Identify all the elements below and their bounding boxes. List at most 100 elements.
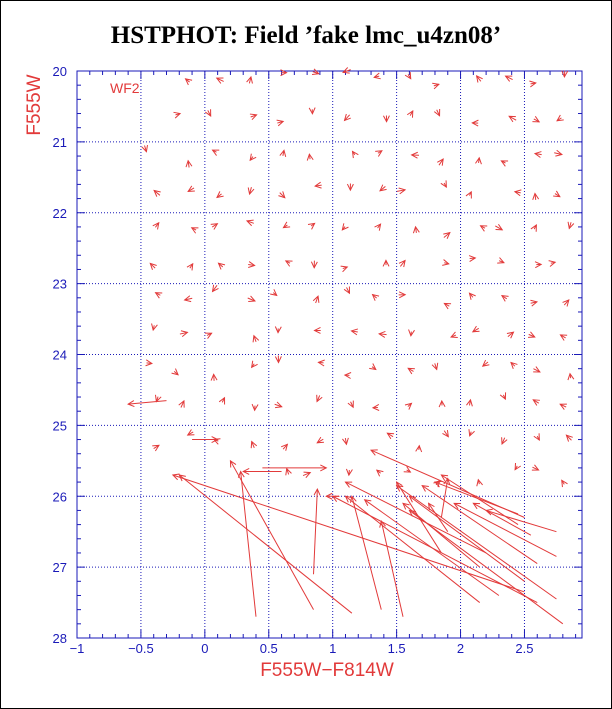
vector-head bbox=[171, 473, 180, 481]
vector-head bbox=[437, 158, 444, 166]
vector-shaft bbox=[508, 115, 517, 121]
vector-head bbox=[421, 484, 429, 492]
vector-head bbox=[280, 443, 289, 451]
vector-head bbox=[453, 502, 461, 510]
vector-head bbox=[398, 187, 407, 195]
vector-head bbox=[316, 394, 323, 403]
vector-head bbox=[374, 223, 382, 231]
vector-mark bbox=[404, 402, 413, 410]
vector-mark-long bbox=[229, 459, 314, 610]
vector-mark-long bbox=[408, 495, 525, 582]
vector-mark bbox=[306, 153, 314, 161]
vector-mark bbox=[216, 191, 224, 199]
vector-head bbox=[500, 294, 509, 302]
vector-mark bbox=[533, 433, 540, 441]
vector-marks bbox=[127, 67, 575, 625]
vector-head bbox=[154, 394, 162, 403]
vector-mark bbox=[154, 394, 162, 403]
vector-mark bbox=[248, 261, 256, 268]
vector-shaft bbox=[409, 495, 525, 582]
y-tick-label: 25 bbox=[53, 418, 67, 433]
x-tick-label: −0.5 bbox=[128, 641, 154, 656]
vector-head bbox=[371, 293, 380, 301]
vector-head bbox=[275, 401, 283, 409]
vector-head bbox=[378, 330, 386, 338]
vector-mark bbox=[190, 227, 199, 234]
vector-head bbox=[173, 111, 182, 119]
vector-head bbox=[471, 325, 480, 333]
vector-shaft bbox=[379, 186, 386, 192]
vector-mark bbox=[186, 262, 194, 271]
vector-mark bbox=[152, 221, 160, 230]
vector-mark-long bbox=[379, 519, 404, 617]
vector-head bbox=[396, 481, 403, 489]
vector-head bbox=[443, 231, 451, 239]
vector-mark-long bbox=[453, 502, 557, 557]
vector-head bbox=[178, 399, 185, 408]
vector-head bbox=[210, 223, 219, 230]
vector-mark bbox=[274, 355, 282, 364]
vector-mark-long bbox=[472, 502, 532, 536]
vector-head bbox=[145, 359, 153, 367]
y-tick-label: 23 bbox=[53, 277, 67, 292]
vector-head bbox=[325, 492, 333, 500]
vector-head bbox=[149, 262, 157, 270]
vector-head bbox=[342, 67, 350, 74]
vector-head bbox=[282, 221, 291, 229]
vector-mark-long bbox=[402, 502, 481, 568]
vector-mark bbox=[179, 330, 189, 337]
vector-mark bbox=[141, 144, 148, 153]
vector-mark bbox=[468, 255, 477, 262]
vector-head bbox=[313, 327, 321, 334]
vector-mark bbox=[442, 430, 449, 438]
vector-mark bbox=[187, 185, 195, 193]
vector-head bbox=[303, 471, 312, 478]
vector-head bbox=[398, 259, 406, 268]
vector-head bbox=[559, 403, 567, 410]
vector-head bbox=[561, 70, 569, 78]
vector-mark bbox=[280, 443, 289, 451]
vector-mark bbox=[312, 295, 320, 304]
vector-mark bbox=[185, 159, 193, 168]
vector-head bbox=[312, 295, 320, 303]
vector-mark-long bbox=[344, 495, 481, 603]
x-tick-label: −1 bbox=[70, 641, 85, 656]
vector-head bbox=[350, 328, 359, 336]
vector-head bbox=[211, 436, 219, 443]
vector-shaft bbox=[246, 220, 254, 224]
vector-head bbox=[274, 326, 282, 334]
vector-shaft bbox=[534, 153, 542, 156]
vector-mark bbox=[171, 368, 179, 376]
vector-shaft bbox=[472, 327, 480, 333]
vector-mark bbox=[481, 359, 490, 367]
vector-mark bbox=[308, 107, 316, 115]
vector-mark-long bbox=[325, 492, 340, 500]
vector-head bbox=[152, 221, 160, 230]
vector-mark bbox=[210, 223, 219, 230]
vector-mark bbox=[510, 361, 518, 369]
vector-mark bbox=[471, 119, 479, 127]
vector-mark bbox=[437, 158, 444, 166]
vector-head bbox=[442, 430, 449, 438]
vector-head bbox=[567, 221, 575, 230]
vector-head bbox=[246, 75, 253, 84]
vector-head bbox=[311, 68, 320, 76]
vector-mark bbox=[500, 160, 509, 167]
vector-shaft bbox=[279, 192, 286, 199]
vector-shaft bbox=[316, 438, 324, 444]
vector-head bbox=[510, 361, 518, 369]
vector-mark bbox=[276, 119, 285, 127]
vector-mark bbox=[247, 295, 256, 302]
vector-mark bbox=[369, 363, 377, 371]
vector-head bbox=[218, 396, 226, 405]
vector-mark bbox=[343, 372, 352, 379]
vector-shaft bbox=[379, 333, 387, 336]
vector-head bbox=[438, 399, 446, 408]
x-tick-label: 0 bbox=[201, 641, 208, 656]
vector-head bbox=[249, 153, 257, 162]
vector-mark bbox=[378, 330, 387, 338]
y-tick-label: 21 bbox=[53, 135, 67, 150]
vector-mark bbox=[310, 260, 318, 269]
vector-shaft bbox=[229, 460, 314, 610]
vector-mark bbox=[379, 184, 387, 192]
